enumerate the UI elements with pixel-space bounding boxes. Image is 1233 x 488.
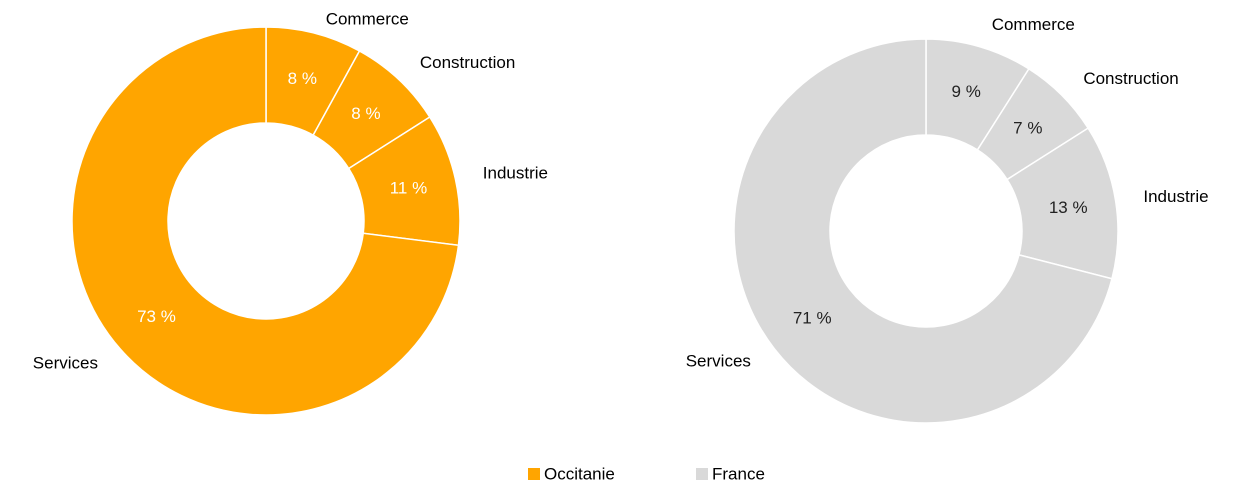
category-label: Industrie	[483, 163, 548, 182]
category-label: Construction	[420, 53, 515, 72]
value-label: 11 %	[390, 179, 428, 198]
category-label: Services	[686, 352, 751, 371]
value-label: 13 %	[1049, 198, 1088, 217]
donut-segment	[71, 26, 460, 416]
value-label: 71 %	[793, 309, 832, 328]
value-label: 73 %	[137, 307, 176, 326]
category-label: Construction	[1083, 69, 1178, 88]
value-label: 8 %	[351, 104, 380, 123]
donut-segment	[733, 38, 1113, 424]
legend-label: Occitanie	[544, 464, 615, 483]
value-label: 9 %	[952, 82, 981, 101]
category-label: Commerce	[992, 15, 1075, 34]
category-label: Services	[33, 353, 98, 372]
legend-swatch	[696, 468, 708, 480]
category-label: Industrie	[1143, 187, 1208, 206]
value-label: 7 %	[1013, 119, 1042, 138]
legend-label: France	[712, 464, 765, 483]
category-label: Commerce	[326, 9, 409, 28]
legend-swatch	[528, 468, 540, 480]
value-label: 8 %	[288, 69, 317, 88]
